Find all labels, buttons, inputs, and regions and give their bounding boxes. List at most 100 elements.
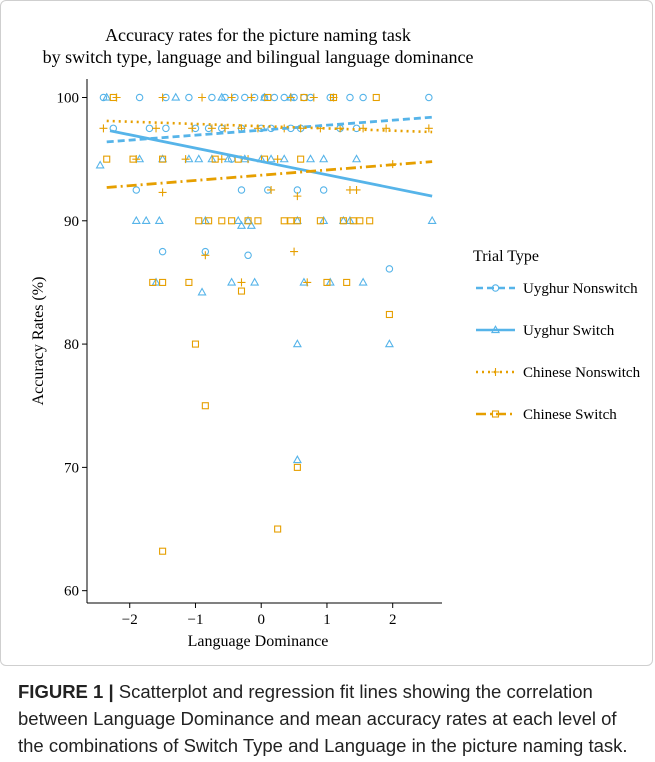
chinese-switch-point: [201, 402, 209, 410]
uyghur-switch-point: [141, 215, 151, 224]
scatterplot-chart: Accuracy rates for the picture naming ta…: [30, 25, 641, 650]
legend-item-uyghur-switch: Uyghur Switch: [476, 323, 615, 339]
chinese-nonswitch-point: [237, 278, 246, 287]
chart-subtitle: by switch type, language and bilingual l…: [43, 47, 474, 67]
uyghur-nonswitch-point: [270, 93, 279, 102]
uyghur-switch-point: [171, 92, 181, 101]
uyghur-switch-point: [95, 160, 105, 169]
y-axis-label: Accuracy Rates (%): [30, 277, 47, 406]
chinese-nonswitch-point: [336, 124, 345, 133]
chinese-switch-point: [103, 155, 111, 163]
chinese-nonswitch-point: [99, 124, 108, 133]
uyghur-switch-point: [102, 92, 112, 101]
chinese-switch-point: [228, 217, 236, 225]
figure-label: FIGURE 1 |: [18, 681, 114, 702]
legend-label: Chinese Switch: [523, 407, 617, 423]
uyghur-switch-point: [194, 154, 204, 163]
chinese-switch-point: [244, 217, 252, 225]
uyghur-nonswitch-point: [237, 186, 246, 194]
uyghur-nonswitch-point: [132, 186, 141, 194]
legend-item-chinese-switch: Chinese Switch: [476, 407, 617, 423]
chinese-switch-point: [339, 217, 347, 225]
chinese-switch-point: [159, 547, 167, 555]
uyghur-nonswitch-point: [244, 251, 252, 260]
chinese-switch-point: [237, 287, 246, 295]
chinese-switch-point: [356, 217, 364, 225]
chinese-nonswitch-point: [158, 93, 167, 102]
chinese-switch-point: [274, 525, 282, 533]
uyghur-switch-point: [227, 277, 237, 286]
chinese-nonswitch-point: [309, 93, 318, 102]
chinese-switch-point: [366, 217, 374, 225]
chinese-switch-point: [287, 217, 295, 225]
uyghur-switch-point: [279, 154, 289, 163]
chinese-nonswitch-point: [181, 155, 190, 164]
chinese-switch-point: [385, 310, 393, 319]
uyghur-switch-point: [358, 277, 368, 286]
uyghur-nonswitch-point: [359, 93, 367, 102]
x-tick-label: 0: [257, 612, 265, 628]
uyghur-switch-point: [305, 154, 316, 163]
uyghur-nonswitch-point: [346, 93, 354, 102]
chinese-switch-point: [149, 278, 157, 286]
chinese-nonswitch-point: [286, 93, 295, 102]
uyghur-switch-point: [319, 154, 329, 163]
legend-marker-swatch: [491, 410, 500, 418]
legend-marker-swatch: [491, 284, 500, 292]
chinese-switch-point: [254, 217, 262, 225]
uyghur-nonswitch-point: [145, 124, 154, 133]
chinese-switch-point: [280, 217, 288, 225]
chinese-switch-point: [159, 278, 167, 286]
figure-panel: Accuracy rates for the picture naming ta…: [0, 0, 653, 666]
chinese-switch-point: [372, 93, 380, 102]
figure-caption: FIGURE 1 | Scatterplot and regression fi…: [18, 678, 643, 759]
chinese-nonswitch-point: [293, 192, 302, 201]
legend-item-chinese-nonswitch: Chinese Nonswitch: [476, 365, 641, 381]
chinese-switch-point: [211, 155, 219, 163]
chinese-switch-point: [109, 93, 117, 102]
chinese-switch-point: [349, 217, 357, 225]
uyghur-switch-point: [131, 215, 141, 224]
legend-marker-swatch: [491, 368, 500, 376]
chinese-nonswitch-point: [221, 124, 230, 133]
chinese-switch-point: [195, 217, 203, 225]
x-axis-label: Language Dominance: [188, 633, 329, 650]
chinese-nonswitch-point: [201, 251, 210, 260]
uyghur-switch-fit-line: [109, 129, 433, 198]
legend-item-uyghur-nonswitch: Uyghur Nonswitch: [476, 281, 638, 297]
x-tick-label: −1: [187, 612, 203, 628]
legend-label: Uyghur Nonswitch: [523, 281, 638, 297]
x-tick-label: 2: [389, 612, 397, 628]
legend-label: Chinese Nonswitch: [523, 365, 641, 381]
chinese-switch-point: [191, 340, 200, 348]
x-tick-label: −2: [122, 612, 138, 628]
uyghur-switch-point: [299, 277, 309, 286]
uyghur-switch-point: [351, 154, 362, 163]
uyghur-switch-point: [246, 220, 256, 229]
uyghur-nonswitch-point: [280, 93, 288, 102]
uyghur-nonswitch-point: [185, 93, 193, 102]
chinese-nonswitch-point: [152, 124, 161, 133]
chinese-switch-point: [218, 217, 226, 225]
uyghur-switch-point: [384, 339, 394, 348]
y-tick-label: 70: [64, 460, 79, 476]
chart-title: Accuracy rates for the picture naming ta…: [105, 25, 411, 45]
chinese-switch-point: [297, 155, 305, 163]
uyghur-switch-point: [154, 215, 164, 224]
chinese-nonswitch-point: [290, 247, 299, 256]
uyghur-switch-point: [236, 220, 247, 229]
uyghur-nonswitch-point: [208, 93, 216, 102]
chinese-switch-point: [205, 217, 213, 225]
chinese-switch-point: [185, 278, 193, 286]
chinese-nonswitch-point: [158, 188, 167, 197]
chinese-nonswitch-point: [247, 93, 256, 102]
uyghur-switch-point: [266, 154, 276, 163]
chinese-switch-point: [343, 278, 351, 286]
uyghur-switch-point: [223, 154, 233, 163]
chinese-nonswitch-point: [188, 124, 197, 133]
chinese-switch-point: [264, 93, 272, 102]
uyghur-nonswitch-point: [385, 265, 394, 273]
chinese-nonswitch-point: [207, 124, 216, 133]
uyghur-nonswitch-point: [162, 124, 170, 133]
uyghur-nonswitch-point: [425, 93, 433, 102]
